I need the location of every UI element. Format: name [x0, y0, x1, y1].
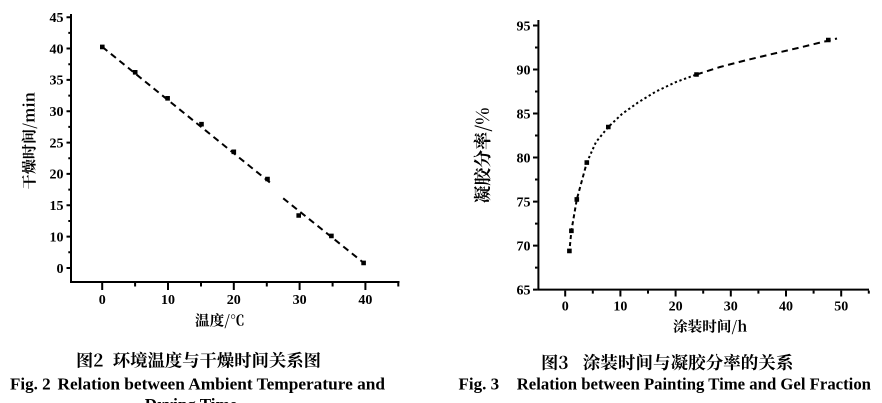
svg-text:50: 50 — [834, 299, 848, 314]
svg-text:25: 25 — [50, 136, 64, 151]
svg-text:Drying Time: Drying Time — [145, 395, 238, 403]
svg-text:10: 10 — [161, 293, 175, 308]
svg-text:45: 45 — [50, 11, 64, 26]
svg-text:75: 75 — [517, 195, 531, 210]
svg-text:Relation between Ambient Tempe: Relation between Ambient Temperature and — [58, 375, 386, 394]
svg-text:35: 35 — [50, 74, 64, 89]
svg-text:10: 10 — [613, 299, 627, 314]
svg-text:Fig. 3: Fig. 3 — [459, 375, 500, 394]
svg-text:85: 85 — [517, 107, 531, 122]
svg-text:20: 20 — [669, 299, 683, 314]
svg-text:80: 80 — [517, 151, 531, 166]
svg-text:65: 65 — [517, 283, 531, 298]
svg-text:40: 40 — [779, 299, 793, 314]
svg-text:30: 30 — [724, 299, 738, 314]
svg-text:30: 30 — [50, 105, 64, 120]
svg-text:Fig. 2: Fig. 2 — [10, 375, 51, 394]
svg-text:20: 20 — [227, 293, 241, 308]
svg-text:20: 20 — [50, 168, 64, 183]
svg-text:70: 70 — [517, 239, 531, 254]
svg-text:0: 0 — [562, 299, 569, 314]
svg-text:0: 0 — [99, 293, 106, 308]
svg-text:15: 15 — [50, 199, 64, 214]
svg-text:40: 40 — [358, 293, 372, 308]
svg-text:0: 0 — [57, 262, 64, 277]
svg-text:30: 30 — [293, 293, 307, 308]
svg-text:40: 40 — [50, 42, 64, 57]
svg-text:95: 95 — [517, 19, 531, 34]
svg-text:10: 10 — [50, 230, 64, 245]
svg-text:90: 90 — [517, 63, 531, 78]
svg-text:Relation between Painting Time: Relation between Painting Time and Gel F… — [517, 375, 872, 394]
